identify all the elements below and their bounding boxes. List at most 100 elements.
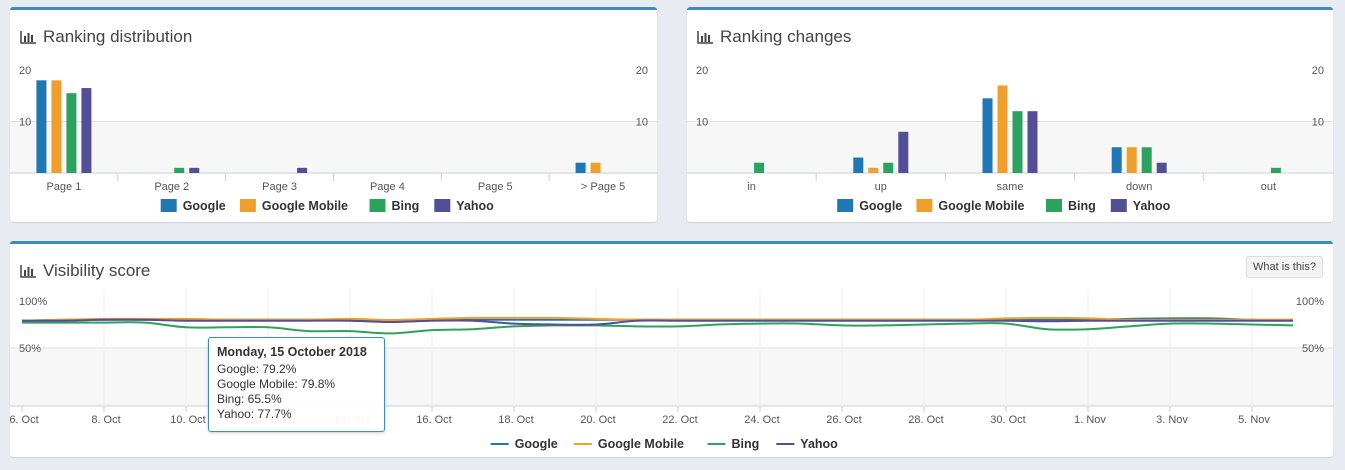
x-tick-label: out [1261, 181, 1276, 193]
bar-yahoo-up [898, 131, 909, 173]
y-tick-label-left: 100% [19, 296, 47, 308]
bar-bing-up [883, 162, 894, 173]
y-tick-label-left: 10 [696, 117, 708, 129]
y-tick-label-left: 10 [19, 117, 31, 129]
x-tick-label: 28. Oct [908, 414, 943, 426]
tooltip-line-google: Google: 79.2% [217, 362, 297, 376]
x-tick-label: up [875, 181, 887, 193]
bar-chart-icon [20, 30, 37, 44]
legend-swatch-yahoo [434, 199, 451, 212]
legend-label-google: Google [859, 199, 902, 213]
legend-label-yahoo: Yahoo [800, 437, 838, 451]
x-tick-label: 1. Nov [1074, 414, 1106, 426]
x-tick-label: 5. Nov [1238, 414, 1270, 426]
ranking-changes-panel: Ranking changes 20 20 10 10 in up same down out G… [687, 7, 1333, 222]
tooltip-line-bing: Bing: 65.5% [217, 392, 282, 406]
ranking-distribution-chart: 20 20 10 10 Page 1 Page 2 Page 3 Page 4 Page 5 > … [10, 65, 657, 213]
x-tick-label: 6. Oct [10, 414, 39, 426]
x-tick-label: Page 3 [262, 181, 297, 193]
legend-label-bing: Bing [1068, 199, 1096, 213]
legend-label-google: Google [515, 437, 558, 451]
bar-google-up [853, 157, 864, 173]
bar-chart-icon [20, 264, 37, 278]
bar-chart-icon [697, 30, 714, 44]
bar-bing-page-1 [66, 93, 77, 173]
plot-band [687, 121, 1333, 173]
bar-yahoo-page-3 [297, 167, 308, 173]
legend-label-yahoo: Yahoo [1133, 199, 1171, 213]
ranking-distribution-title: Ranking distribution [20, 27, 192, 47]
x-tick-label: 22. Oct [662, 414, 697, 426]
what-is-this-button[interactable]: What is this? [1246, 256, 1323, 278]
bar-yahoo-down [1156, 162, 1167, 173]
line-yahoo [21, 318, 1293, 326]
x-tick-label: 8. Oct [91, 414, 120, 426]
legend-swatch-google-mobile [239, 199, 256, 212]
y-tick-label-right: 10 [636, 117, 648, 129]
bar-yahoo-page-1 [81, 88, 92, 173]
x-tick-label: 30. Oct [990, 414, 1025, 426]
visibility-score-title: Visibility score [20, 261, 150, 281]
bar-yahoo-same [1027, 111, 1038, 173]
legend-swatch-yahoo [1110, 199, 1127, 212]
bar-google-mobile-up [868, 167, 879, 173]
bar-google-mobile-same [997, 85, 1008, 173]
bar-google-page-1 [36, 80, 47, 173]
x-tick-label: Page 4 [370, 181, 405, 193]
x-tick-label: in [747, 181, 756, 193]
legend-swatch-bing [369, 199, 386, 212]
bar-google-mobile-down [1126, 147, 1137, 173]
y-tick-label-left: 20 [696, 65, 708, 77]
legend-swatch-google [160, 199, 177, 212]
bar-bing-page-2 [174, 167, 185, 173]
bar-google-page-5 [575, 162, 586, 173]
ranking-changes-chart: 20 20 10 10 in up same down out Google Google Mobi… [687, 65, 1333, 213]
y-tick-label-right: 20 [636, 65, 648, 77]
chart-tooltip: Monday, 15 October 2018 Google: 79.2% Go… [208, 337, 385, 432]
bar-bing-same [1012, 111, 1023, 173]
tooltip-line-google-mobile: Google Mobile: 79.8% [217, 377, 336, 391]
y-tick-label-right: 50% [1302, 343, 1324, 355]
x-tick-label: 24. Oct [744, 414, 779, 426]
x-tick-label: down [1126, 181, 1152, 193]
bar-google-mobile-page-1 [51, 80, 62, 173]
y-tick-label-right: 20 [1312, 65, 1324, 77]
line-bing [22, 321, 1294, 335]
x-tick-label: > Page 5 [581, 181, 625, 193]
x-tick-label: 3. Nov [1156, 414, 1188, 426]
legend-label-google-mobile: Google Mobile [598, 437, 684, 451]
x-tick-label: 20. Oct [580, 414, 615, 426]
legend-label-google-mobile: Google Mobile [938, 199, 1024, 213]
legend-label-bing: Bing [392, 199, 420, 213]
x-tick-label: Page 5 [478, 181, 513, 193]
legend-label-yahoo: Yahoo [456, 199, 494, 213]
ranking-distribution-panel: Ranking distribution 20 20 10 10 Page 1 Page … [10, 7, 657, 222]
legend-swatch-bing [1046, 199, 1062, 212]
x-tick-label: 16. Oct [416, 414, 451, 426]
tooltip-line-yahoo: Yahoo: 77.7% [217, 407, 292, 421]
y-tick-label-right: 10 [1312, 117, 1324, 129]
bar-yahoo-page-2 [189, 167, 200, 173]
bar-bing-in [754, 162, 765, 173]
panel-title-text: Visibility score [43, 261, 151, 280]
legend-swatch-google-mobile [916, 199, 933, 212]
bar-google-down [1111, 147, 1122, 173]
legend-label-bing: Bing [732, 437, 760, 451]
x-tick-label: 26. Oct [826, 414, 861, 426]
x-tick-label: Page 2 [154, 181, 189, 193]
x-tick-label: 18. Oct [498, 414, 533, 426]
bar-bing-down [1141, 147, 1152, 173]
bar-bing-out [1270, 167, 1281, 173]
tooltip-title: Monday, 15 October 2018 [217, 345, 367, 359]
panel-title-text: Ranking changes [720, 27, 852, 46]
legend-label-google: Google [183, 199, 226, 213]
ranking-changes-title: Ranking changes [697, 27, 851, 47]
y-tick-label-left: 20 [19, 65, 31, 77]
legend-label-google-mobile: Google Mobile [262, 199, 348, 213]
plot-band [10, 121, 657, 173]
legend-swatch-google [837, 199, 854, 212]
x-tick-label: same [997, 181, 1024, 193]
x-tick-label: 10. Oct [170, 414, 205, 426]
panel-title-text: Ranking distribution [43, 27, 193, 46]
x-tick-label: Page 1 [46, 181, 81, 193]
